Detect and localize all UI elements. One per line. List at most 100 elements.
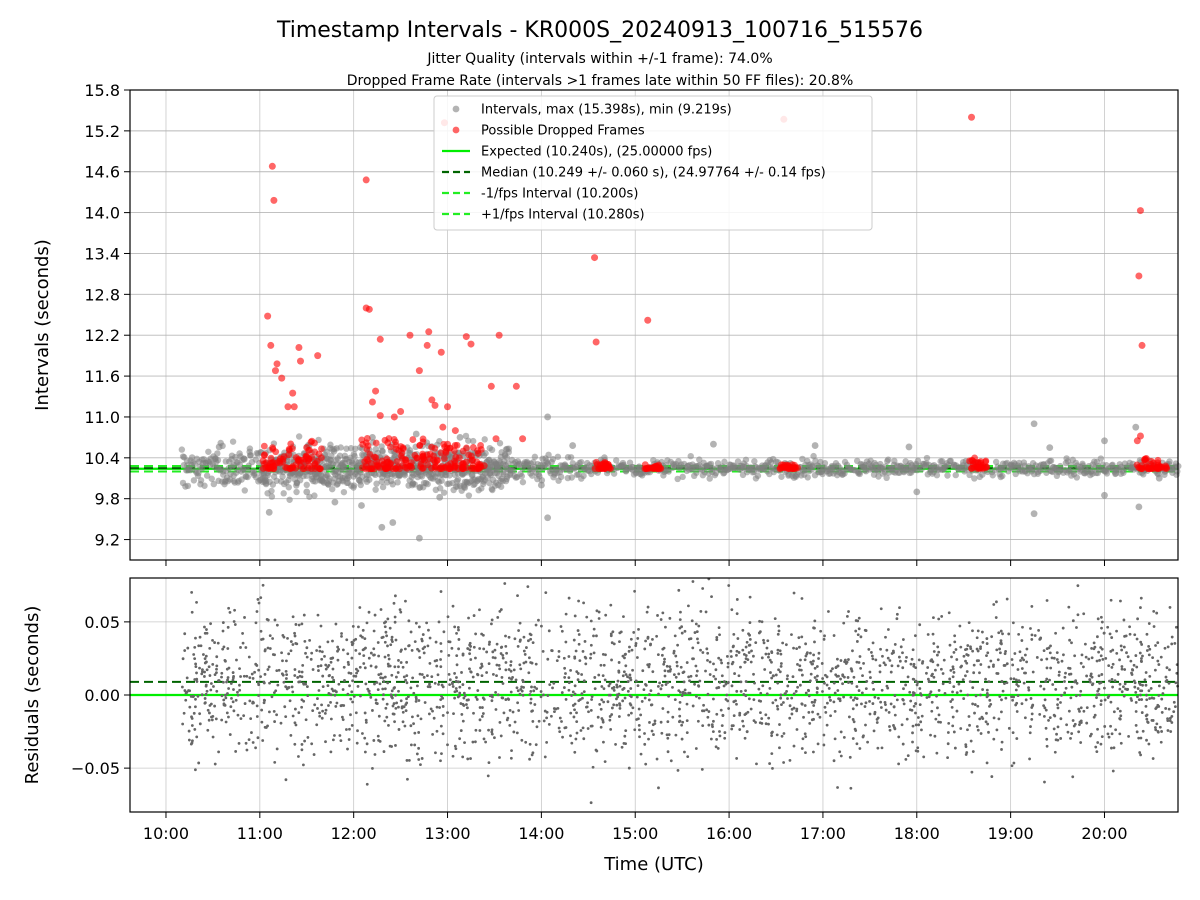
residual-point [967, 715, 971, 718]
residual-point [850, 669, 854, 673]
residual-point [228, 610, 232, 614]
residual-point [598, 703, 602, 706]
interval-point [971, 475, 978, 482]
residual-point [1100, 673, 1104, 676]
residual-point [193, 645, 197, 649]
residual-point [543, 755, 547, 759]
interval-point [437, 485, 444, 492]
dropped-frame-point [444, 403, 452, 411]
residual-point [400, 706, 404, 710]
residual-point [497, 663, 501, 667]
residual-point [1070, 685, 1074, 689]
residual-point [653, 719, 657, 723]
interval-point [456, 433, 464, 441]
residual-point [706, 651, 710, 655]
residual-point [405, 759, 409, 762]
residual-point [519, 667, 523, 671]
residual-point [673, 698, 677, 702]
residual-point [195, 677, 199, 681]
dropped-frame-point [468, 452, 475, 460]
residual-point [749, 660, 753, 664]
residual-point [540, 624, 543, 628]
residual-point [207, 665, 211, 669]
residual-point [641, 669, 645, 673]
residual-point [946, 742, 950, 746]
residual-point [346, 652, 350, 656]
residual-point [1038, 712, 1042, 716]
residual-point [363, 736, 367, 740]
residual-point [847, 610, 850, 613]
residual-point [1067, 672, 1071, 676]
residual-point [414, 699, 418, 703]
residual-point [1113, 679, 1117, 683]
interval-point [203, 472, 211, 479]
residual-point [786, 697, 789, 700]
residual-point [415, 752, 419, 756]
residual-point [725, 693, 729, 697]
residual-point [460, 671, 463, 674]
residual-point [439, 642, 443, 645]
residual-point [461, 653, 465, 657]
residual-point [784, 643, 788, 647]
interval-point [933, 471, 941, 479]
residual-point [619, 630, 623, 634]
dropped-frame-point [1154, 459, 1162, 467]
residual-point [720, 674, 724, 678]
residual-point [220, 671, 224, 675]
residual-point [723, 680, 726, 683]
residual-point [815, 665, 819, 668]
residual-point [234, 750, 238, 753]
dropped-frame-point [446, 465, 454, 472]
residual-point [255, 610, 259, 613]
residual-point [404, 703, 408, 706]
residual-point [1129, 697, 1133, 700]
dropped-frame-point [1147, 457, 1155, 465]
residual-point [448, 678, 452, 682]
residual-point [557, 655, 561, 659]
dropped-frame-point [447, 460, 455, 467]
interval-point [358, 502, 365, 509]
residual-point [439, 665, 443, 669]
residual-point [358, 652, 361, 656]
residual-point [459, 729, 463, 732]
residual-point [194, 705, 197, 709]
residual-point [1014, 688, 1018, 692]
residual-point [297, 711, 301, 715]
residual-point [397, 665, 400, 669]
residual-point [661, 611, 665, 615]
residual-point [795, 728, 799, 731]
residual-point [212, 685, 215, 688]
residual-point [529, 689, 533, 693]
residual-point [363, 637, 367, 641]
interval-point [613, 457, 620, 464]
residual-point [799, 658, 802, 662]
residual-point [936, 663, 940, 667]
residual-point [742, 692, 746, 696]
residual-point [677, 672, 681, 676]
dropped-frame-point [474, 450, 482, 457]
residual-point [858, 747, 862, 750]
residual-point [937, 617, 941, 621]
residual-point [466, 757, 470, 761]
residual-point [755, 762, 758, 766]
residual-point [790, 712, 794, 716]
residual-point [388, 626, 392, 630]
residual-point [1035, 656, 1039, 659]
residual-point [689, 674, 693, 678]
residual-point [597, 673, 601, 677]
residual-point [203, 657, 207, 661]
residual-point [644, 762, 648, 766]
residual-point [1078, 709, 1081, 713]
residual-point [416, 714, 420, 718]
residual-point [1000, 679, 1004, 683]
residual-point [954, 648, 958, 651]
residual-point [1100, 620, 1104, 624]
residual-point [1168, 606, 1172, 609]
residual-point [748, 595, 752, 599]
residual-point [973, 711, 976, 715]
residual-point [815, 686, 819, 690]
residual-point [931, 660, 935, 664]
residual-point [1016, 694, 1020, 698]
residual-point [453, 690, 457, 694]
residual-point [436, 673, 440, 677]
